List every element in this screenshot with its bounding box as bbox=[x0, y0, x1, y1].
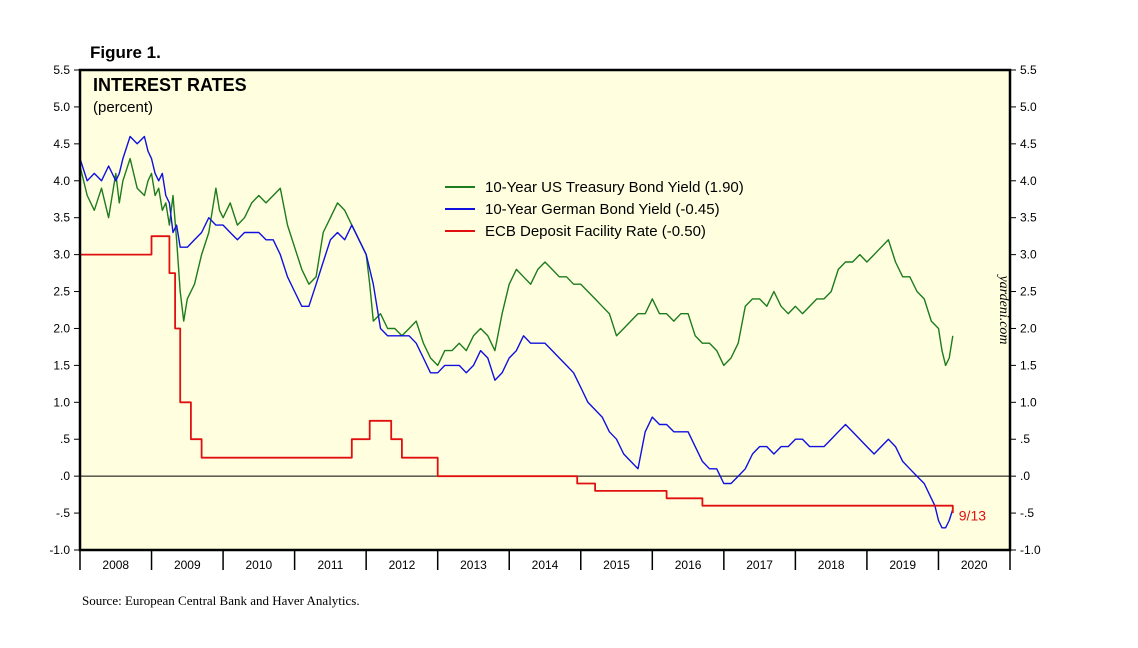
x-tick-label: 2020 bbox=[961, 558, 988, 572]
series-line-us bbox=[79, 157, 954, 367]
y-tick-label-right: 4.0 bbox=[1020, 174, 1037, 188]
x-tick-label: 2015 bbox=[603, 558, 630, 572]
y-tick-label-right: 5.0 bbox=[1020, 100, 1037, 114]
y-tick-label-right: 3.0 bbox=[1020, 248, 1037, 262]
x-tick-label: 2008 bbox=[102, 558, 129, 572]
source-note: Source: European Central Bank and Haver … bbox=[82, 593, 360, 608]
y-tick-label-right: -1.0 bbox=[1020, 543, 1041, 557]
x-tick-label: 2016 bbox=[675, 558, 702, 572]
legend-label-us: 10-Year US Treasury Bond Yield (1.90) bbox=[485, 179, 744, 196]
y-tick-label-left: 1.0 bbox=[53, 395, 70, 409]
y-tick-label-left: 2.0 bbox=[53, 321, 70, 335]
y-tick-label-left: 3.5 bbox=[53, 211, 70, 225]
plot-background bbox=[80, 70, 1010, 550]
y-tick-label-right: .5 bbox=[1020, 432, 1030, 446]
legend: 10-Year US Treasury Bond Yield (1.90) 10… bbox=[445, 179, 744, 240]
y-tick-label-left: 4.0 bbox=[53, 174, 70, 188]
x-tick-label: 2019 bbox=[889, 558, 916, 572]
y-tick-label-left: 3.0 bbox=[53, 248, 70, 262]
chart-title: INTEREST RATES bbox=[93, 75, 247, 95]
x-axis: 2008 2009 2010 2011 2012 2013 2014 2015 2016 2017… bbox=[79, 550, 1011, 572]
y-tick-label-right: -.5 bbox=[1020, 506, 1034, 520]
watermark: yardeni.com bbox=[996, 273, 1011, 344]
y-tick-label-left: 1.5 bbox=[53, 358, 70, 372]
y-tick-label-right: 1.0 bbox=[1020, 395, 1037, 409]
y-tick-label-right: 2.5 bbox=[1020, 285, 1037, 299]
y-axes: 5.5 5.5 5.0 5.0 4.5 4.5 4.0 4.0 3.5 3.5 3.0 3.0 2.5 2… bbox=[49, 63, 1041, 557]
y-tick-label-right: 5.5 bbox=[1020, 63, 1037, 77]
y-tick-label-right: 4.5 bbox=[1020, 137, 1037, 151]
y-tick-label-right: .0 bbox=[1020, 469, 1030, 483]
x-tick-label: 2018 bbox=[818, 558, 845, 572]
y-tick-label-right: 2.0 bbox=[1020, 321, 1037, 335]
x-tick-label: 2017 bbox=[746, 558, 773, 572]
legend-label-ecb: ECB Deposit Facility Rate (-0.50) bbox=[485, 223, 706, 240]
y-tick-label-left: 5.5 bbox=[53, 63, 70, 77]
legend-label-german: 10-Year German Bond Yield (-0.45) bbox=[485, 201, 720, 218]
x-tick-label: 2009 bbox=[174, 558, 201, 572]
x-tick-label: 2013 bbox=[460, 558, 487, 572]
y-tick-label-left: .5 bbox=[60, 432, 70, 446]
y-tick-label-right: 3.5 bbox=[1020, 211, 1037, 225]
y-tick-label-right: 1.5 bbox=[1020, 358, 1037, 372]
y-tick-label-left: -.5 bbox=[56, 506, 70, 520]
series-line-german bbox=[79, 135, 954, 529]
series-layer bbox=[79, 135, 954, 529]
x-tick-label: 2010 bbox=[245, 558, 272, 572]
y-tick-label-left: 2.5 bbox=[53, 285, 70, 299]
x-tick-label: 2012 bbox=[389, 558, 416, 572]
y-tick-label-left: 5.0 bbox=[53, 100, 70, 114]
annotation-label: 9/13 bbox=[959, 508, 986, 524]
y-tick-label-left: .0 bbox=[60, 469, 70, 483]
plot-frame bbox=[78, 68, 1012, 552]
y-tick-label-left: 4.5 bbox=[53, 137, 70, 151]
series-line-ecb bbox=[80, 235, 954, 514]
chart-subtitle: (percent) bbox=[93, 99, 153, 116]
x-tick-label: 2014 bbox=[532, 558, 559, 572]
x-tick-label: 2011 bbox=[317, 558, 343, 572]
y-tick-label-left: -1.0 bbox=[49, 543, 70, 557]
figure-label: Figure 1. bbox=[90, 43, 161, 62]
